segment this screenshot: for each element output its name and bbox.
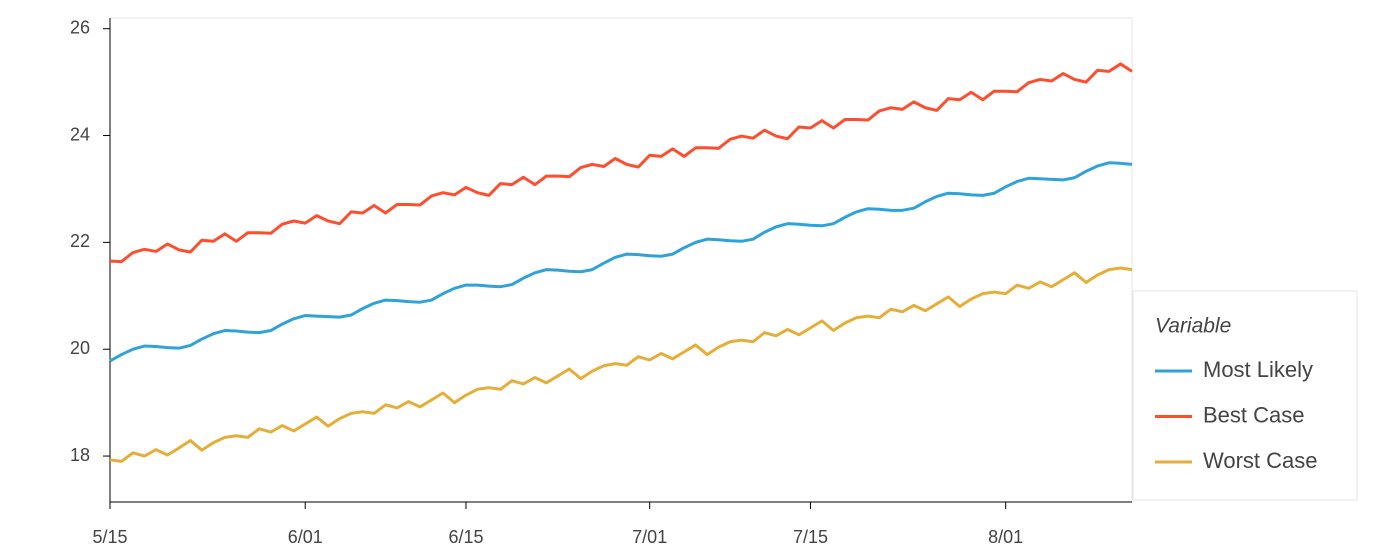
y-tick-label: 26 <box>70 17 90 37</box>
x-tick-label: 8/01 <box>988 527 1023 547</box>
x-tick-label: 6/01 <box>288 527 323 547</box>
legend-label: Best Case <box>1203 402 1305 427</box>
x-tick-label: 5/15 <box>92 527 127 547</box>
line-series <box>109 161 1133 363</box>
legend-box <box>1132 290 1358 501</box>
y-tick-label: 22 <box>70 231 90 251</box>
y-tick-label: 18 <box>70 445 90 465</box>
line-series <box>109 62 1133 264</box>
line-series <box>109 266 1133 463</box>
legend-label: Most Likely <box>1203 357 1313 382</box>
x-tick-label: 7/01 <box>632 527 667 547</box>
y-tick-label: 24 <box>70 124 90 144</box>
y-tick-label: 20 <box>70 338 90 358</box>
x-tick-label: 7/15 <box>793 527 828 547</box>
x-tick-label: 6/15 <box>448 527 483 547</box>
legend-title: Variable <box>1155 315 1231 338</box>
legend-label: Worst Case <box>1203 448 1318 473</box>
